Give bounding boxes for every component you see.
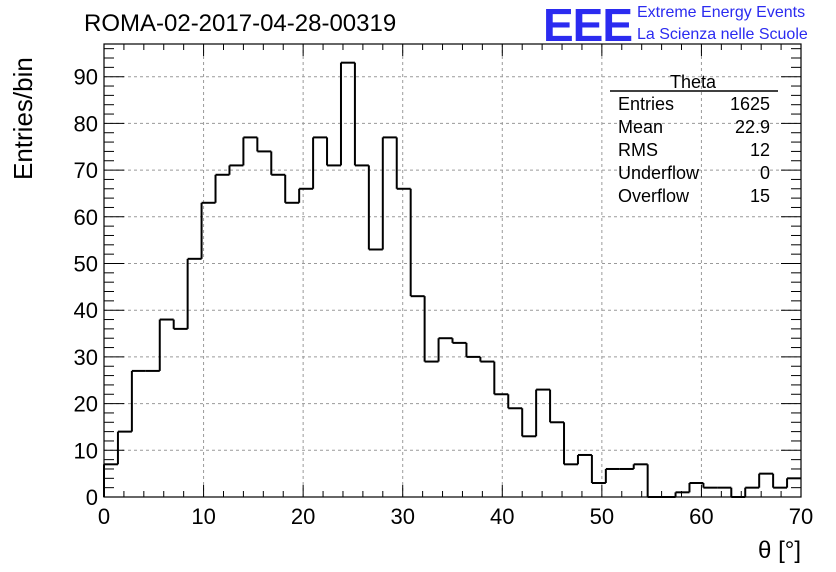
y-tick-label: 20 (74, 392, 98, 417)
stats-value: 22.9 (735, 117, 770, 137)
x-axis-label: θ [°] (758, 537, 801, 564)
stats-title: Theta (670, 72, 717, 92)
x-tick-label: 10 (191, 504, 215, 529)
stats-rows: Entries 1625 Mean 22.9 RMS 12 Underflow 0 Overfl… (618, 94, 770, 206)
histogram-bars (103, 61, 801, 498)
x-tick-label: 40 (490, 504, 514, 529)
logo-line-2: La Scienza nelle Scuole (637, 26, 808, 43)
stats-label: RMS (618, 140, 658, 160)
y-tick-label: 50 (74, 251, 98, 276)
x-tick-label: 70 (789, 504, 813, 529)
stats-value: 15 (750, 186, 770, 206)
eee-logo-mark: EEE (543, 0, 633, 51)
stats-label: Mean (618, 117, 663, 137)
x-tick-label: 50 (590, 504, 614, 529)
stats-label: Underflow (618, 163, 700, 183)
stats-value: 0 (760, 163, 770, 183)
grid-lines (104, 44, 801, 497)
chart-title: ROMA-02-2017-04-28-00319 (84, 10, 396, 37)
y-tick-label: 30 (74, 345, 98, 370)
stats-value: 1625 (730, 94, 770, 114)
plot-frame (103, 43, 802, 498)
x-tick-label: 30 (390, 504, 414, 529)
logo-line-1: Extreme Energy Events (637, 4, 806, 21)
y-tick-label: 0 (86, 485, 98, 510)
y-tick-label: 70 (74, 158, 98, 183)
x-tick-label: 0 (98, 504, 110, 529)
stats-value: 12 (750, 140, 770, 160)
tick-labels: 0 10 20 30 40 50 60 70 0 10 20 30 40 50 60 70 80 90 (74, 65, 814, 529)
y-axis-label: Entries/bin (8, 57, 38, 180)
stats-box: Theta Entries 1625 Mean 22.9 RMS 12 Underflow 0… (610, 72, 778, 206)
y-tick-label: 80 (74, 111, 98, 136)
stats-label: Overflow (618, 186, 690, 206)
y-tick-label: 10 (74, 438, 98, 463)
axis-ticks (103, 44, 802, 498)
y-tick-label: 90 (74, 65, 98, 90)
x-tick-label: 60 (689, 504, 713, 529)
y-tick-label: 40 (74, 298, 98, 323)
x-tick-label: 20 (291, 504, 315, 529)
stats-label: Entries (618, 94, 674, 114)
y-tick-label: 60 (74, 205, 98, 230)
